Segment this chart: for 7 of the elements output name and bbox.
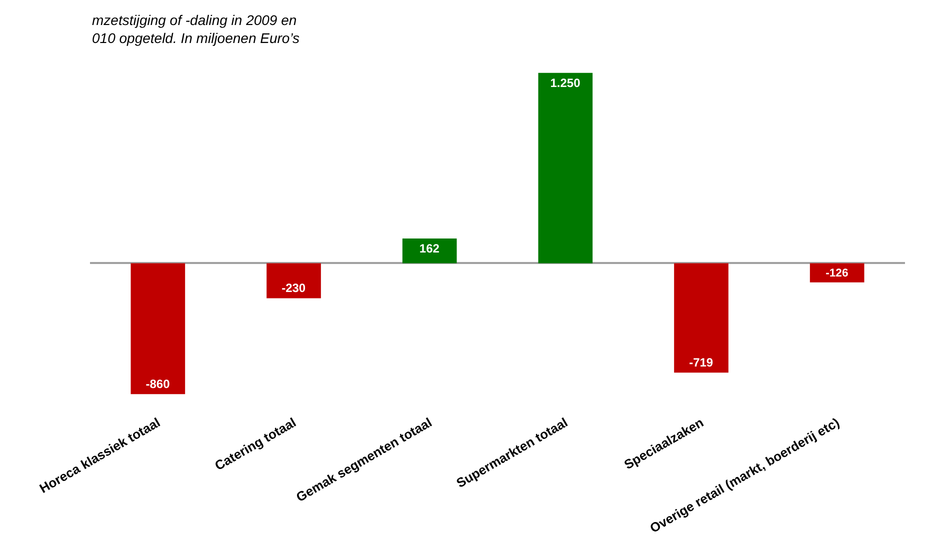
- data-label: -719: [689, 356, 714, 370]
- data-label: -230: [282, 281, 306, 296]
- chart-title: mzetstijging of -daling in 2009 en 010 opgeteld. In miljoenen Euro’s: [92, 12, 300, 46]
- data-label: -860: [146, 377, 170, 392]
- data-label: 1.250: [550, 76, 581, 90]
- data-label: -126: [826, 268, 848, 280]
- data-label: 162: [419, 242, 440, 256]
